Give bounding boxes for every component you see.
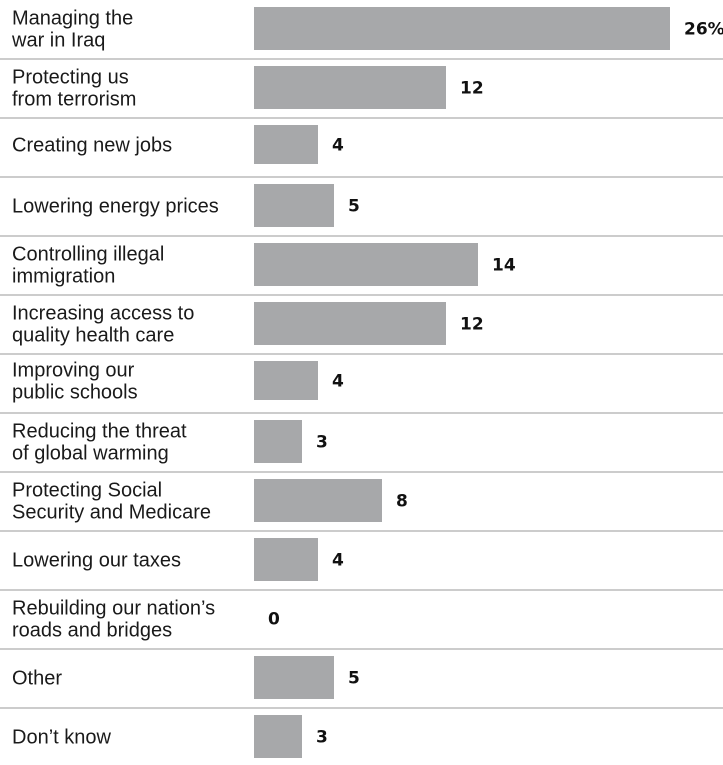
value-label: 4 <box>332 136 344 156</box>
row-dividers <box>0 58 723 709</box>
value-label: 14 <box>492 256 516 276</box>
bar <box>254 715 302 758</box>
category-label: Managing the war in Iraq <box>11 8 133 52</box>
bar <box>254 302 446 345</box>
bar <box>254 184 334 227</box>
value-label: 8 <box>396 492 408 512</box>
value-label: 12 <box>460 79 484 99</box>
category-labels: Managing the war in Iraq Protecting us from… <box>11 8 219 749</box>
value-label: 5 <box>348 669 360 689</box>
bar <box>254 361 318 400</box>
bars <box>254 7 670 758</box>
bar <box>254 538 318 581</box>
category-label: Increasing access to quality health care <box>12 303 194 347</box>
category-label: Other <box>12 668 62 690</box>
value-label: 0 <box>268 610 280 630</box>
category-label: Creating new jobs <box>12 135 172 157</box>
value-label: 4 <box>332 372 344 392</box>
bar <box>254 125 318 164</box>
value-label: 12 <box>460 315 484 335</box>
category-label: Improving our public schools <box>12 360 138 404</box>
bar <box>254 420 302 463</box>
bar <box>254 479 382 522</box>
bar <box>254 66 446 109</box>
value-label: 3 <box>316 433 328 453</box>
category-label: Controlling illegal immigration <box>12 244 164 288</box>
category-label: Protecting Social Security and Medicare <box>12 480 211 524</box>
category-label: Lowering energy prices <box>12 196 219 218</box>
category-label: Protecting us from terrorism <box>12 67 136 111</box>
category-label: Don’t know <box>12 727 111 749</box>
value-labels: 26% 12 4 5 14 12 4 3 8 4 0 5 3 <box>268 20 723 748</box>
category-label: Reducing the threat of global warming <box>12 421 187 465</box>
category-label: Lowering our taxes <box>12 550 181 572</box>
value-label: 5 <box>348 197 360 217</box>
bar <box>254 656 334 699</box>
value-label: 3 <box>316 728 328 748</box>
bar <box>254 7 670 50</box>
category-label: Rebuilding our nation’s roads and bridges <box>12 598 215 642</box>
bar <box>254 243 478 286</box>
value-label: 26% <box>684 20 723 40</box>
value-label: 4 <box>332 551 344 571</box>
